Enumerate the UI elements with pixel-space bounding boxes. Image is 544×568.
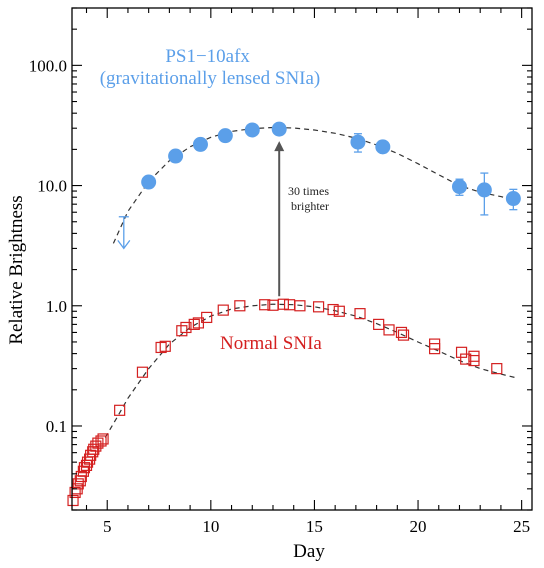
data-point-normal xyxy=(176,325,188,337)
series-label-lensed: PS1−10afx (gravitationally lensed SNIa) xyxy=(100,46,321,89)
data-point-normal xyxy=(88,443,100,455)
data-point-normal xyxy=(397,329,410,341)
data-point-normal xyxy=(491,363,503,375)
data-point-normal xyxy=(72,478,84,490)
data-point-normal xyxy=(114,404,126,416)
data-point-normal xyxy=(395,326,408,339)
arrow-head xyxy=(274,141,285,152)
y-axis-title: Relative Brightness xyxy=(6,195,27,344)
data-point-normal xyxy=(327,303,339,316)
data-point-lensed xyxy=(375,139,391,155)
data-marks xyxy=(67,121,521,507)
series-label-normal: Normal SNIa xyxy=(220,333,322,354)
data-point-normal xyxy=(455,346,468,358)
data-point-normal xyxy=(460,353,472,365)
data-point-lensed xyxy=(350,134,366,150)
arrow-annotation-line2: brighter xyxy=(291,199,329,213)
data-point-lensed xyxy=(217,128,233,144)
data-point-lensed xyxy=(271,121,287,137)
x-tick-label: 10 xyxy=(202,517,219,536)
data-point-normal xyxy=(67,494,79,507)
data-point-lensed xyxy=(451,179,467,195)
x-axis-title: Day xyxy=(293,541,325,562)
y-tick-label: 0.1 xyxy=(46,417,67,436)
y-tick-label: 100.0 xyxy=(29,56,67,75)
x-tick-label: 20 xyxy=(410,517,427,536)
y-tick-label: 1.0 xyxy=(46,297,67,316)
data-point-normal xyxy=(354,308,366,320)
data-point-normal xyxy=(333,305,345,317)
data-point-normal xyxy=(77,465,89,477)
series-label-lensed-line1: PS1−10afx xyxy=(165,46,250,67)
data-point-normal xyxy=(188,318,200,330)
data-point-lensed xyxy=(168,148,184,164)
data-point-lensed xyxy=(141,174,157,190)
data-point-normal xyxy=(234,300,246,312)
data-point-lensed xyxy=(244,122,260,138)
upper-limit-arrowhead xyxy=(117,240,131,250)
data-point-normal xyxy=(159,340,171,352)
axes: 5 10 15 20 25 0.1 1.0 10.0 100.0 xyxy=(29,7,532,536)
data-point-normal xyxy=(136,366,149,378)
data-point-normal xyxy=(95,435,107,447)
x-tick-label: 25 xyxy=(513,517,530,536)
x-tick-label: 15 xyxy=(306,517,323,536)
data-point-normal xyxy=(201,311,213,324)
data-point-normal xyxy=(312,301,325,313)
series-label-lensed-line2: (gravitationally lensed SNIa) xyxy=(100,68,321,89)
data-point-normal xyxy=(217,304,229,316)
fit-curves xyxy=(104,126,518,438)
plot-frame xyxy=(71,7,533,511)
data-point-normal xyxy=(429,343,441,355)
data-point-normal xyxy=(468,354,480,367)
brightness-arrow xyxy=(274,141,285,297)
x-tick-label: 5 xyxy=(103,517,112,536)
data-point-normal xyxy=(383,324,395,336)
arrow-annotation-line1: 30 times xyxy=(288,184,329,198)
data-point-lensed xyxy=(192,136,208,152)
data-point-normal xyxy=(69,486,81,499)
data-point-normal xyxy=(259,299,271,311)
data-point-normal xyxy=(180,321,192,334)
data-point-normal xyxy=(277,298,289,310)
data-point-normal xyxy=(155,341,167,354)
data-point-normal xyxy=(97,433,109,445)
data-point-lensed xyxy=(505,191,521,207)
data-point-normal xyxy=(294,300,306,312)
data-point-lensed xyxy=(476,182,492,198)
arrow-annotation: 30 times brighter xyxy=(288,184,332,213)
fit-curve-normal xyxy=(104,303,518,438)
y-tick-label: 10.0 xyxy=(37,177,67,196)
